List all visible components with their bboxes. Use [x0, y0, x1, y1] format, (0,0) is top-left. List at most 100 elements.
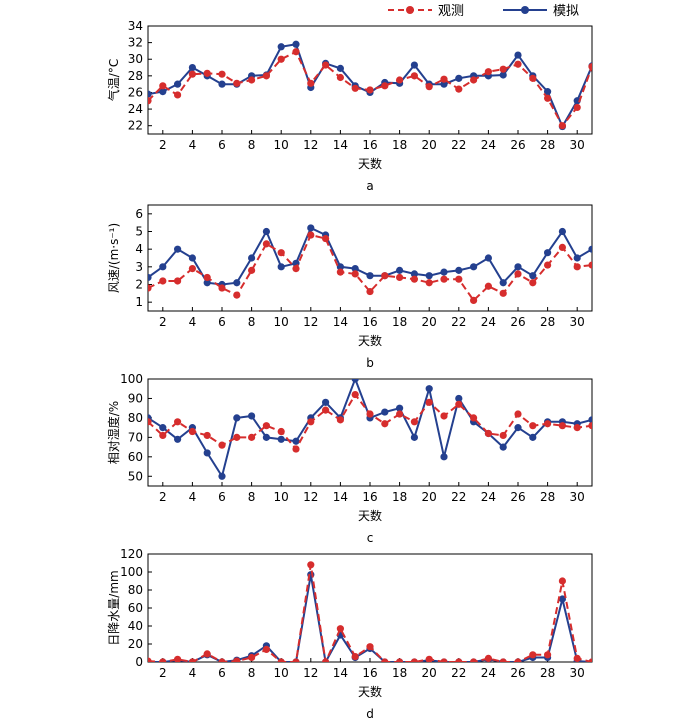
data-point: [336, 268, 344, 276]
panel-label: c: [367, 531, 374, 545]
data-point: [558, 577, 567, 585]
x-tick-label: 10: [274, 315, 289, 329]
y-tick-label: 50: [128, 469, 143, 483]
data-point: [248, 433, 256, 441]
x-tick-label: 8: [248, 138, 256, 152]
data-point: [203, 279, 211, 287]
x-tick-label: 8: [248, 490, 256, 504]
data-point: [470, 263, 478, 271]
x-tick-label: 26: [510, 490, 525, 504]
panel-label: b: [366, 356, 374, 370]
data-point: [174, 245, 182, 253]
data-point: [159, 88, 167, 96]
data-point: [470, 76, 478, 84]
data-point: [588, 658, 592, 662]
data-point: [544, 94, 552, 102]
data-point: [188, 658, 196, 662]
data-point: [188, 265, 196, 273]
series-line: [148, 43, 592, 129]
data-point: [351, 84, 359, 92]
data-point: [381, 408, 389, 416]
data-point: [529, 433, 537, 441]
data-point: [499, 71, 507, 79]
data-point: [159, 277, 167, 285]
data-point: [455, 275, 463, 283]
y-tick-label: 80: [128, 411, 143, 425]
data-point: [248, 76, 256, 84]
data-point: [159, 431, 167, 440]
data-point: [455, 74, 463, 82]
legend-observed-marker: [406, 6, 414, 14]
x-tick-label: 2: [159, 315, 167, 329]
data-point: [351, 265, 359, 273]
data-point: [455, 394, 463, 403]
series-observed: [148, 561, 592, 662]
data-point: [248, 653, 256, 662]
data-point: [292, 437, 300, 445]
y-tick-label: 100: [120, 565, 143, 579]
x-tick-label: 2: [159, 666, 167, 680]
data-point: [188, 70, 196, 78]
x-tick-label: 6: [218, 490, 226, 504]
x-tick-label: 10: [274, 490, 289, 504]
y-tick-label: 32: [128, 36, 143, 50]
data-point: [218, 70, 226, 78]
data-point: [218, 658, 226, 662]
x-tick-label: 4: [189, 490, 197, 504]
data-point: [148, 418, 152, 426]
x-axis-label: 天数: [358, 156, 382, 171]
data-point: [366, 643, 374, 651]
x-tick-label: 4: [189, 138, 197, 152]
data-point: [410, 433, 418, 441]
x-tick-label: 22: [451, 666, 466, 680]
data-point: [455, 658, 463, 662]
data-point: [410, 72, 418, 80]
data-point: [499, 443, 507, 451]
x-tick-label: 28: [540, 490, 555, 504]
data-point: [277, 263, 285, 271]
data-point: [366, 272, 374, 280]
x-tick-label: 28: [540, 138, 555, 152]
data-point: [351, 653, 359, 661]
legend: 观测 模拟: [388, 4, 579, 19]
data-point: [484, 282, 492, 290]
y-tick-label: 60: [128, 601, 143, 615]
x-tick-label: 12: [303, 666, 318, 680]
data-point: [470, 658, 478, 662]
data-point: [396, 76, 404, 84]
data-point: [425, 279, 433, 287]
data-point: [203, 449, 211, 457]
data-point: [233, 414, 241, 422]
series-line: [148, 379, 592, 479]
data-point: [499, 289, 507, 297]
data-point: [588, 416, 592, 424]
data-point: [322, 658, 330, 662]
data-point: [573, 424, 581, 432]
data-point: [277, 249, 285, 257]
x-tick-label: 28: [540, 666, 555, 680]
data-point: [514, 270, 522, 278]
data-point: [159, 658, 167, 662]
data-point: [440, 268, 448, 276]
data-point: [262, 433, 270, 441]
panel-a: 2 4 6 8 10 12 14 16 18 20 22 24 26 28 3022242628303234…: [106, 19, 593, 193]
data-point: [218, 441, 226, 449]
panel-label: d: [366, 707, 374, 721]
data-point: [262, 72, 270, 80]
data-point: [484, 254, 492, 262]
data-point: [381, 420, 389, 428]
x-tick-label: 8: [248, 315, 256, 329]
data-point: [322, 406, 330, 414]
data-point: [470, 414, 478, 422]
data-point: [514, 410, 522, 418]
data-point: [218, 80, 226, 88]
x-tick-label: 14: [333, 490, 348, 504]
data-point: [425, 655, 433, 662]
panel-d: 2 4 6 8 10 12 14 16 18 20 22 24 26 28 3002040608010012…: [107, 547, 593, 721]
data-point: [351, 379, 359, 383]
data-point: [203, 273, 211, 282]
data-point: [174, 418, 182, 426]
y-tick-label: 34: [128, 19, 143, 33]
data-point: [366, 410, 374, 418]
panel-b: 2 4 6 8 10 12 14 16 18 20 22 24 26 28 30123456天数风速/(m·…: [107, 204, 593, 370]
